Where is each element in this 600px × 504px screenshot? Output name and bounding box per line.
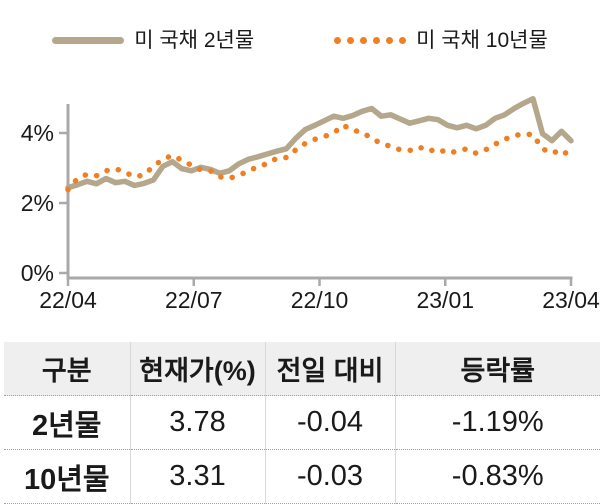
legend-item-2y: 미 국채 2년물 (52, 30, 254, 51)
change-rate-value-2y: -1.19% (451, 406, 544, 438)
chart-legend: 미 국채 2년물 미 국채 10년물 (0, 24, 600, 56)
current-value-10y: 3.31 (130, 449, 266, 504)
svg-text:22/10: 22/10 (291, 287, 349, 313)
legend-item-10y: 미 국채 10년물 (334, 30, 548, 51)
yield-line-chart: 0% 2% 4% 22/04 22/07 22/10 23/01 23/04 (21, 95, 600, 313)
svg-text:22/07: 22/07 (165, 287, 223, 313)
col-header-current: 현재가(%) (130, 342, 266, 396)
row-label-10y: 10년물 (4, 449, 131, 504)
col-header-day-change: 전일 대비 (265, 342, 396, 396)
change-rate-value-10y: -0.83% (451, 460, 544, 492)
svg-text:0%: 0% (21, 260, 54, 286)
table-row-2y: 2년물 3.78 -0.04 -1.19% (4, 395, 600, 450)
svg-text:23/01: 23/01 (416, 287, 474, 313)
row-label-2y: 2년물 (4, 395, 131, 450)
svg-text:22/04: 22/04 (39, 287, 97, 313)
day-change-value-10y: -0.03 (265, 449, 396, 504)
yield-quote-table-wrap: 구분 현재가(%) 전일 대비 등락률 2년물 3.78 -0.04 -1.19… (4, 342, 600, 504)
day-change-value-2y: -0.04 (265, 395, 396, 450)
solid-line-swatch-icon (52, 36, 125, 44)
col-header-change-rate: 등락률 (395, 342, 600, 396)
yield-quote-table: 구분 현재가(%) 전일 대비 등락률 2년물 3.78 -0.04 -1.19… (4, 342, 600, 504)
col-header-category: 구분 (4, 342, 131, 396)
table-row-10y: 10년물 3.31 -0.03 -0.83% (4, 449, 600, 504)
legend-label-10y: 미 국채 10년물 (416, 28, 548, 52)
svg-text:2%: 2% (21, 190, 54, 216)
table-header-row: 구분 현재가(%) 전일 대비 등락률 (4, 342, 600, 396)
legend-label-2y: 미 국채 2년물 (134, 28, 255, 52)
svg-text:4%: 4% (21, 120, 54, 146)
svg-text:23/04: 23/04 (542, 287, 600, 313)
current-value-2y: 3.78 (130, 395, 266, 450)
dotted-line-swatch-icon (334, 36, 407, 44)
